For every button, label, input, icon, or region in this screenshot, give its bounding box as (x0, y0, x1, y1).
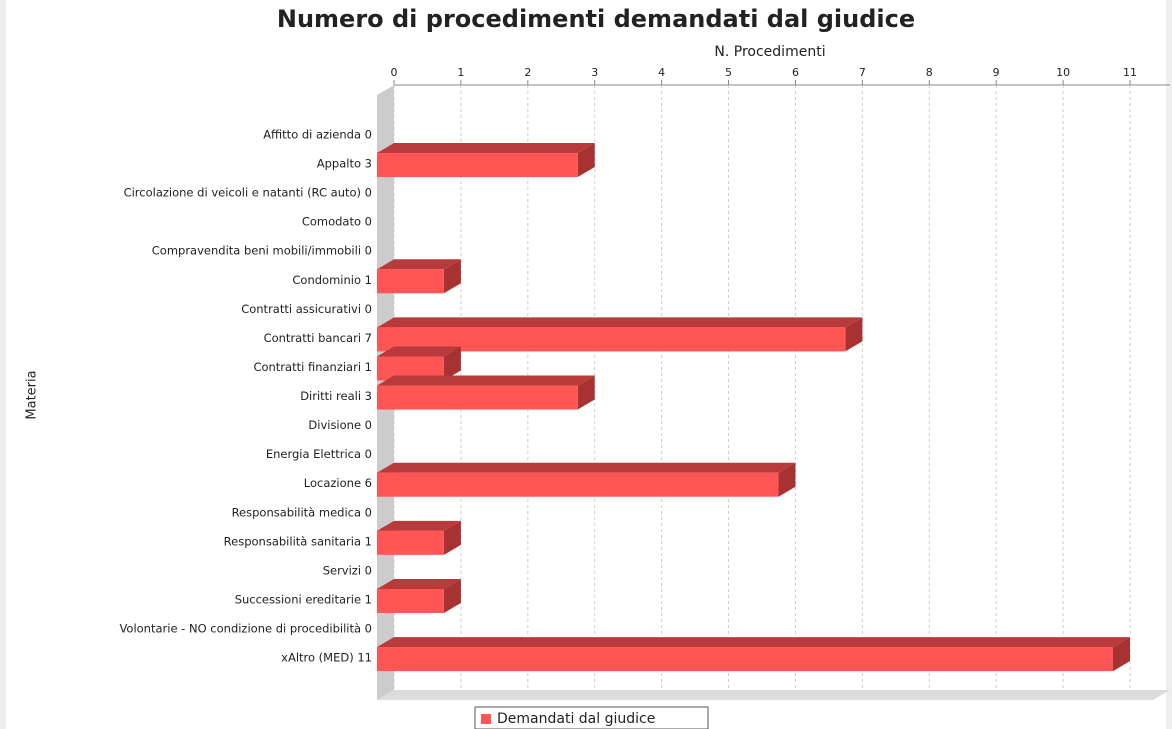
y-tick-label: Contratti bancari 7 (264, 331, 372, 345)
y-tick-label: Locazione 6 (304, 476, 372, 490)
y-tick-label: Affitto di azienda 0 (263, 128, 372, 142)
y-tick-label: Energia Elettrica 0 (266, 447, 372, 461)
y-tick-label: Circolazione di veicoli e natanti (RC au… (124, 186, 372, 200)
floor (377, 690, 1170, 700)
bar-top (377, 346, 461, 357)
bar-side (577, 143, 595, 178)
chart-title: Numero di procedimenti demandati dal giu… (277, 5, 915, 33)
x-tick-label: 3 (591, 66, 598, 79)
bar (377, 153, 578, 178)
y-tick-label: Comodato 0 (302, 215, 372, 229)
x-tick-label: 1 (457, 66, 464, 79)
x-axis-label: N. Procedimenti (714, 44, 825, 60)
x-tick-label: 4 (658, 66, 665, 79)
bar-top (377, 637, 1130, 648)
y-tick-label: Volontarie - NO condizione di procedibil… (119, 622, 372, 636)
bar-top (377, 375, 595, 386)
bar-top (377, 520, 461, 531)
bar-side (443, 520, 461, 555)
y-tick-label: Diritti reali 3 (300, 389, 372, 403)
bar (377, 647, 1113, 672)
bar-side (443, 346, 461, 381)
y-tick-label: Responsabilità sanitaria 1 (224, 534, 372, 548)
bar (377, 530, 444, 555)
y-tick-label: Servizi 0 (323, 563, 372, 577)
x-tick-label: 0 (391, 66, 398, 79)
bar (377, 588, 444, 613)
chart-panel (6, 0, 1166, 729)
bar-side (443, 578, 461, 613)
bar (377, 269, 444, 294)
bar-top (377, 578, 461, 589)
bar (377, 385, 578, 410)
y-tick-label: Appalto 3 (317, 157, 372, 171)
x-tick-label: 11 (1123, 66, 1137, 79)
y-tick-label: Responsabilità medica 0 (232, 505, 372, 519)
bar-side (1113, 637, 1130, 672)
x-tick-label: 7 (859, 66, 866, 79)
x-tick-label: 9 (993, 66, 1000, 79)
bar-top (377, 259, 461, 270)
x-tick-label: 6 (792, 66, 799, 79)
y-tick-label: Divisione 0 (308, 418, 372, 432)
y-tick-label: Contratti finanziari 1 (253, 360, 372, 374)
legend-box (474, 706, 709, 729)
bar-side (778, 462, 796, 497)
legend-swatch (481, 714, 491, 724)
y-tick-label: Compravendita beni mobili/immobili 0 (152, 244, 372, 258)
bar-top (377, 143, 595, 154)
bar-side (443, 259, 461, 294)
legend-label: Demandati dal giudice (497, 711, 655, 727)
y-tick-label: Successioni ereditarie 1 (235, 592, 372, 606)
x-tick-label: 5 (725, 66, 732, 79)
bar (377, 472, 779, 497)
x-tick-label: 8 (926, 66, 933, 79)
bar-top (377, 462, 796, 473)
y-tick-label: Contratti assicurativi 0 (241, 302, 372, 316)
x-tick-label: 10 (1056, 66, 1070, 79)
y-tick-label: Condominio 1 (292, 273, 372, 287)
y-tick-label: xAltro (MED) 11 (281, 651, 372, 665)
bar-side (577, 375, 595, 410)
bar-side (845, 317, 863, 352)
y-axis-label: Materia (25, 370, 40, 419)
x-tick-label: 2 (524, 66, 531, 79)
bar-top (377, 317, 863, 328)
